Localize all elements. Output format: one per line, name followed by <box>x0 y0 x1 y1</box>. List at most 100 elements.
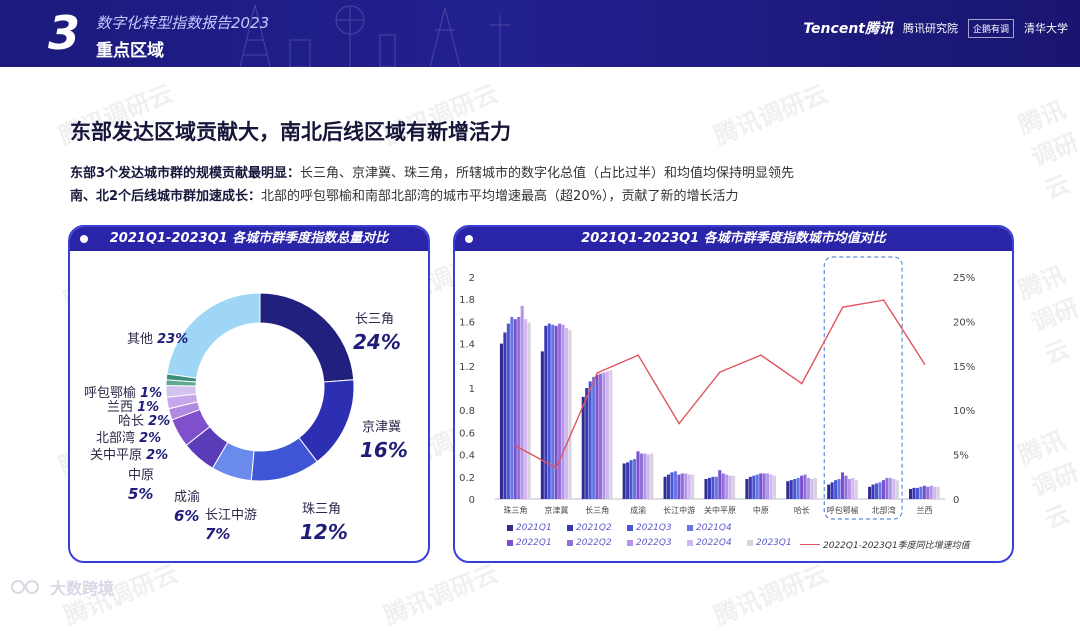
bar-chart-card: 2021Q1-2023Q1 各城市群季度指数城市均值对比 0 0.2 0.4 0.6 0… <box>453 225 1014 563</box>
bar <box>796 477 800 499</box>
legend-item: 2022Q3 <box>627 538 672 548</box>
tencent-logo: Tencent腾讯 <box>803 21 893 37</box>
slice-value-label: 2% <box>139 431 161 446</box>
bar <box>766 473 770 499</box>
penguin-survey-logo: 企鹅有调 <box>967 18 1014 38</box>
bar <box>687 474 691 499</box>
slice-label: 关中平原 2% <box>90 448 168 463</box>
bar <box>680 473 684 499</box>
bar <box>854 480 858 499</box>
watermark: 腾讯调研云 <box>380 559 502 631</box>
bar <box>595 374 599 499</box>
description-text: 北部的呼包鄂榆和南部北部湾的城市平均增速最高（超20%），贡献了新的增长活力 <box>261 189 739 204</box>
line-point <box>841 306 844 308</box>
card-header: 2021Q1-2023Q1 各城市群季度指数城市均值对比 <box>455 227 1012 251</box>
bar <box>650 453 654 499</box>
bar <box>636 451 640 499</box>
slice-category-label: 长三角 <box>355 312 394 327</box>
bar <box>499 343 503 499</box>
page-title: 东部发达区域贡献大，南北后线区域有新增活力 <box>70 120 511 144</box>
x-tick-label: 珠三角 <box>503 505 527 515</box>
slice-category-label: 京津冀 <box>362 419 401 435</box>
bar <box>558 323 562 499</box>
line-point <box>514 444 517 447</box>
line-point <box>678 422 680 425</box>
bar <box>915 487 919 499</box>
bar <box>599 373 603 499</box>
bar <box>786 481 790 499</box>
legend-swatch <box>627 525 633 531</box>
bar <box>565 328 569 499</box>
slice-value-label: 5% <box>128 485 153 503</box>
donut-chart-title: 2021Q1-2023Q1 各城市群季度指数总量对比 <box>109 231 389 246</box>
bar <box>568 330 572 499</box>
slice-category-label: 兰西 <box>107 400 137 415</box>
bar <box>506 323 510 499</box>
legend-swatch <box>567 525 573 531</box>
bar <box>711 476 715 499</box>
bar <box>551 324 555 499</box>
bar <box>721 473 725 499</box>
bar <box>885 477 889 499</box>
description-highlight: 南、北2个后线城市群加速成长： <box>70 189 262 204</box>
legend-item: 2021Q3 <box>627 523 672 533</box>
bar <box>732 475 736 499</box>
bar <box>707 477 711 499</box>
legend-swatch <box>747 540 753 546</box>
watermark: 腾讯调研云 <box>1014 425 1080 535</box>
legend-item: 2022Q2 <box>567 538 612 548</box>
y-tick-label: 0.2 <box>459 473 475 484</box>
bar <box>581 396 585 499</box>
y-tick-label: 1.4 <box>459 340 475 351</box>
x-tick-label: 长三角 <box>585 505 609 515</box>
y-tick-label: 0.6 <box>459 428 475 439</box>
section-number: 3 <box>48 6 81 60</box>
y2-tick-label: 25% <box>953 273 975 284</box>
bar <box>773 475 777 499</box>
bar <box>704 479 708 499</box>
bar <box>868 486 872 499</box>
y-tick-label: 0 <box>469 495 475 506</box>
slice-value-label: 1% <box>137 400 159 415</box>
growth-line <box>515 299 926 469</box>
bar-chart-title: 2021Q1-2023Q1 各城市群季度指数城市均值对比 <box>581 231 886 246</box>
legend-swatch <box>627 540 633 546</box>
line-point <box>637 354 639 356</box>
slice-value-label: 6% <box>174 507 199 525</box>
slice-value-label: 1% <box>140 386 162 401</box>
y2-tick-label: 0 <box>953 495 959 506</box>
x-tick-label: 哈长 <box>794 505 810 515</box>
bar <box>909 489 913 499</box>
bar <box>639 453 643 499</box>
y-tick-label: 1 <box>469 384 475 395</box>
line-point <box>882 299 885 301</box>
y2-tick-label: 5% <box>953 451 969 462</box>
bar <box>592 376 596 499</box>
y-tick-label: 0.8 <box>459 406 475 417</box>
x-tick-label: 呼包鄂榆 <box>827 505 859 515</box>
bar <box>813 477 817 499</box>
bar <box>875 483 879 499</box>
bar-line-chart: 0 0.2 0.4 0.6 0.8 1 1.2 1.4 1.6 1.8 2 0 5% 10% 15% 20% 2… <box>459 256 975 520</box>
bar <box>881 480 885 499</box>
bar <box>626 462 630 499</box>
bar <box>748 476 752 499</box>
slice-value-label: 16% <box>360 438 408 462</box>
y2-tick-label: 15% <box>953 362 975 373</box>
watermark: 腾讯调研云 <box>1014 260 1080 370</box>
legend-label: 2022Q4 <box>696 538 732 548</box>
bar <box>609 370 613 499</box>
slice-label: 兰西 1% <box>107 400 159 415</box>
x-tick-label: 成渝 <box>630 505 646 515</box>
bar <box>810 479 814 499</box>
legend-item: 2021Q1 <box>507 523 552 533</box>
bar <box>517 316 521 499</box>
bar <box>670 472 674 499</box>
bar <box>895 480 899 499</box>
description-text: 长三角、京津冀、珠三角，所辖城市的数字化总值（占比过半）和均值均保持明显领先 <box>300 166 795 181</box>
bar <box>878 482 882 499</box>
y-tick-label: 1.2 <box>459 362 475 373</box>
bar <box>718 470 722 499</box>
slice-category-label: 珠三角 <box>302 502 341 517</box>
footer-logo: 大数跨境 <box>10 575 114 599</box>
